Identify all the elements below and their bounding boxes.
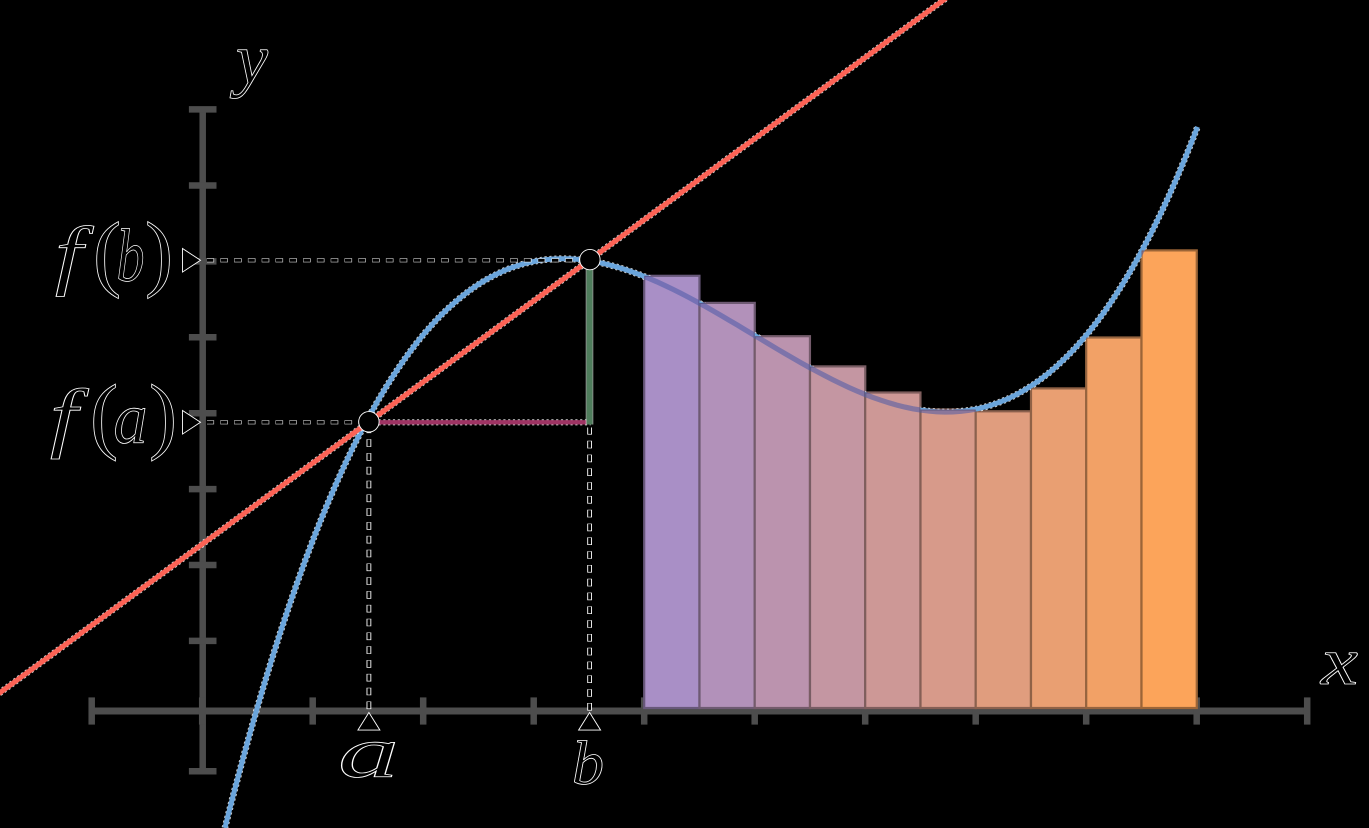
svg-text:(: ( (93, 206, 121, 299)
svg-text:): ) (145, 206, 173, 299)
svg-text:a: a (114, 378, 148, 459)
svg-text:b: b (572, 730, 604, 798)
svg-text:x: x (1320, 623, 1358, 699)
svg-text:y: y (229, 19, 268, 99)
svg-text:a: a (338, 712, 399, 793)
svg-text:b: b (117, 215, 145, 298)
svg-text:): ) (149, 369, 177, 462)
svg-text:(: ( (90, 369, 118, 462)
